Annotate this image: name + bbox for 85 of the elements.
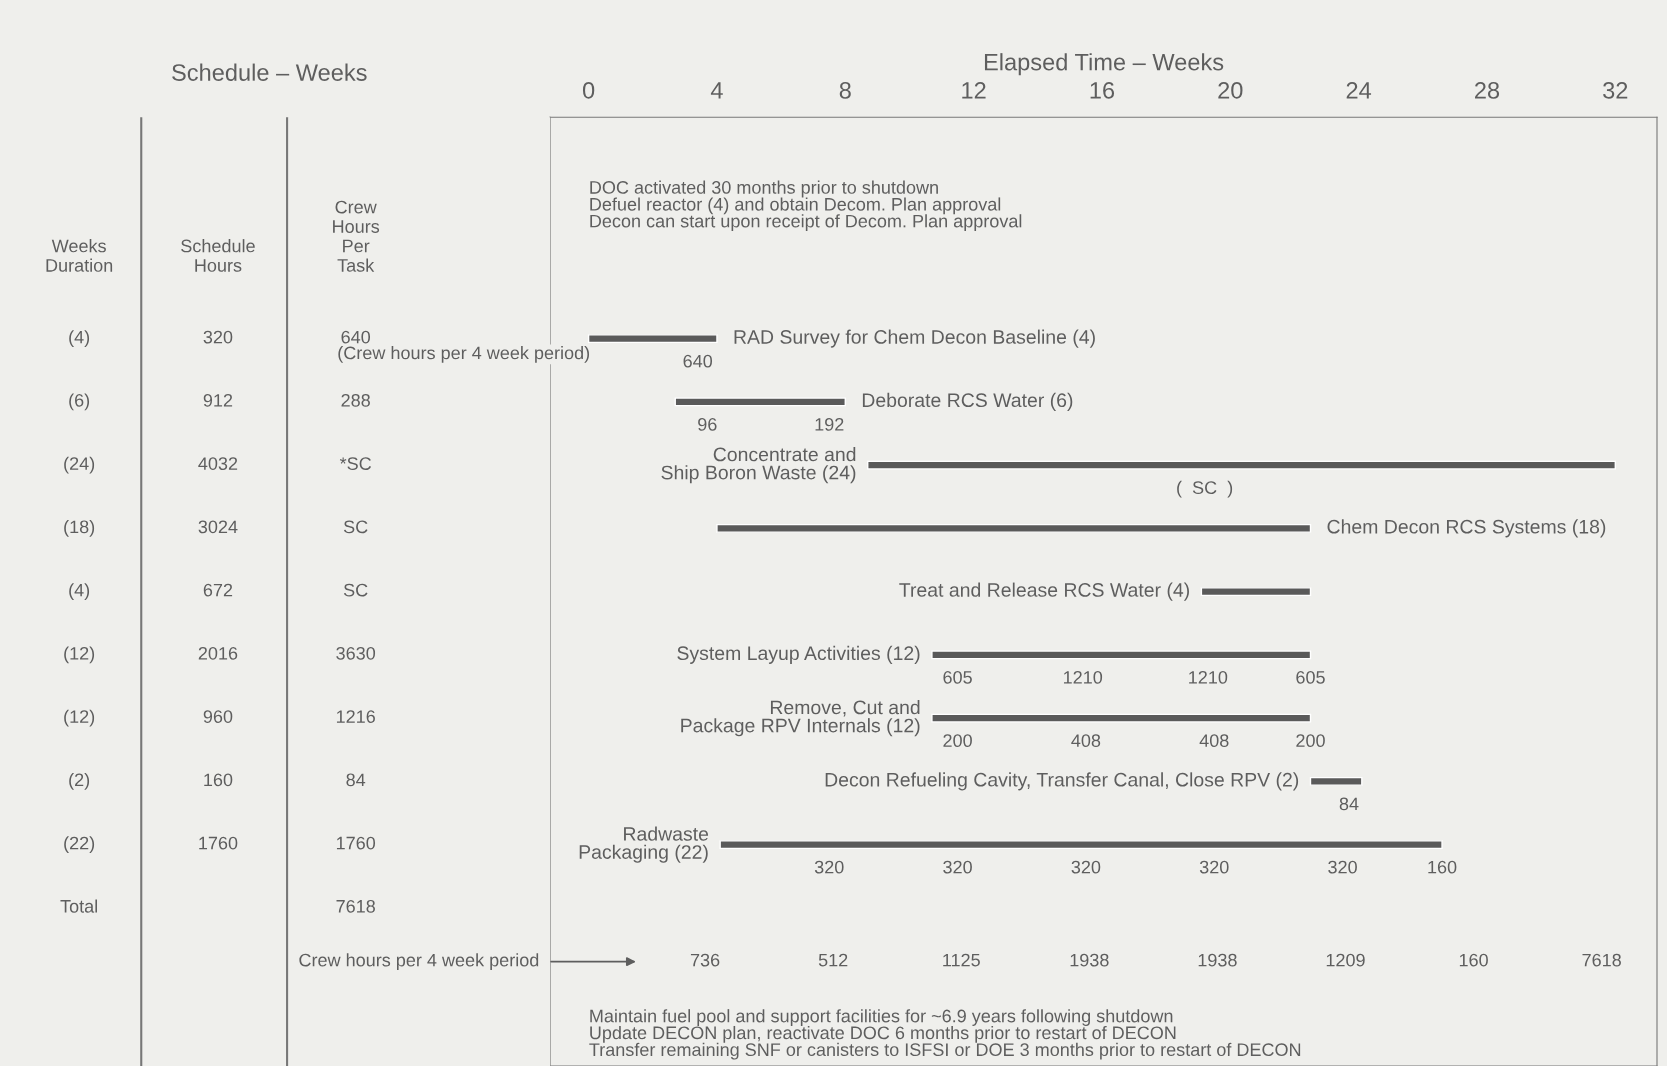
x-tick-label: 8 <box>839 81 851 99</box>
annotation: 84 <box>1339 797 1359 811</box>
text: (2) <box>69 772 90 790</box>
x-tick-label: 24 <box>1346 81 1372 99</box>
text: DOC activated 30 months prior to shutdown Defuel reactor (4) and obtain Decom. Plan approval Decon can start upon receipt of Decom. Plan approval <box>590 180 1022 232</box>
annotation: 320 <box>1199 860 1229 874</box>
category-label: Crew Hours Per Task <box>333 200 380 272</box>
text: 320 <box>203 330 233 344</box>
annotation: 320 <box>943 860 972 874</box>
text: (12) <box>64 709 95 727</box>
annotation: 1210 <box>1189 670 1228 684</box>
annotation: 160 <box>1428 860 1457 874</box>
text: (24) <box>64 456 95 474</box>
text: (4) <box>69 330 90 348</box>
x-tick-label: 28 <box>1475 81 1500 99</box>
bar <box>1200 587 1312 597</box>
annotation: 200 <box>1296 734 1325 748</box>
x-tick-label: 12 <box>962 81 986 99</box>
text: Crew hours per 4 week period <box>299 953 539 971</box>
category-label: Chem Decon RCS Systems (18) <box>1327 519 1606 538</box>
bar <box>716 523 1312 533</box>
text: 672 <box>203 583 233 597</box>
category-label: Schedule Hours <box>181 239 255 272</box>
category-label: Radwaste Packaging (22) <box>579 826 709 863</box>
text: (4) <box>69 583 90 601</box>
category-label: Decon Refueling Cavity, Transfer Canal, Close RPV (2) <box>825 772 1299 791</box>
x-axis-title: Elapsed Time – Weeks <box>984 53 1224 76</box>
annotation: 320 <box>1328 860 1357 874</box>
text: (18) <box>64 519 95 537</box>
category-label: Weeks Duration <box>46 239 113 272</box>
text: SC <box>343 583 368 597</box>
text: 7618 <box>336 899 375 913</box>
text: (12) <box>64 646 95 664</box>
text: Total <box>60 899 97 913</box>
text: (6) <box>69 393 90 411</box>
text: Schedule – Weeks <box>172 63 367 81</box>
annotation: 320 <box>814 860 844 874</box>
text: 1760 <box>199 836 238 850</box>
text: 1760 <box>336 836 376 850</box>
annotation: 200 <box>943 734 972 748</box>
annotation: 96 <box>698 417 717 431</box>
category-label: Treat and Release RCS Water (4) <box>899 582 1189 601</box>
x-tick-label: 20 <box>1218 81 1243 99</box>
text: 4032 <box>198 457 238 470</box>
annotation: Maintain fuel pool and support facilities for ~6.9 years following shutdown Update DECON plan, reactivate DOC 6 months prior to restart of DECON Transfer remaining SNF or canisters to ISFSI or DOE 3 months prior to restart of DECON <box>589 1009 1301 1060</box>
text: 912 <box>203 393 233 407</box>
annotation: 605 <box>1296 670 1325 684</box>
text: SC <box>343 520 368 534</box>
annotation: 408 <box>1199 734 1229 748</box>
bar <box>867 460 1616 470</box>
annotation: 320 <box>1071 860 1101 874</box>
text: (22) <box>64 836 95 854</box>
text: 2016 <box>198 646 238 660</box>
annotation: ( SC ) <box>1177 480 1233 498</box>
text: 84 <box>346 773 366 787</box>
text: 640 <box>341 330 371 344</box>
text: 1216 <box>336 710 375 723</box>
text: 960 <box>203 710 233 723</box>
bar <box>1309 776 1363 786</box>
bar <box>931 713 1312 723</box>
x-tick-label: 0 <box>582 81 595 99</box>
annotation: 1210 <box>1064 670 1103 684</box>
annotation: 408 <box>1071 734 1101 748</box>
text: 3630 <box>336 646 376 660</box>
x-tick-label: 4 <box>710 82 723 99</box>
annotation: 605 <box>943 670 972 684</box>
bar <box>674 397 846 407</box>
bar <box>931 650 1312 660</box>
category-label: RAD Survey for Chem Decon Baseline (4) <box>734 329 1095 348</box>
category-label: Deborate RCS Water (6) <box>862 392 1073 411</box>
x-tick-label: 32 <box>1603 81 1628 99</box>
annotation: 640 <box>683 354 713 368</box>
text: 288 <box>341 393 370 407</box>
x-tick-label: 16 <box>1090 81 1115 99</box>
annotation: 192 <box>815 417 844 431</box>
category-label: System Layup Activities (12) <box>677 645 920 664</box>
bar <box>587 334 718 344</box>
category-label: Remove, Cut and Package RPV Internals (12) <box>681 700 920 737</box>
text: 3024 <box>198 520 238 534</box>
bar <box>719 840 1443 850</box>
text: 736 512 1125 1938 1938 1209 160 7618 <box>690 953 1621 967</box>
text: 160 <box>204 773 233 787</box>
category-label: Concentrate and Ship Boron Waste (24) <box>661 447 856 484</box>
annotation: (Crew hours per 4 week period) <box>338 346 590 363</box>
text: *SC <box>339 457 372 470</box>
